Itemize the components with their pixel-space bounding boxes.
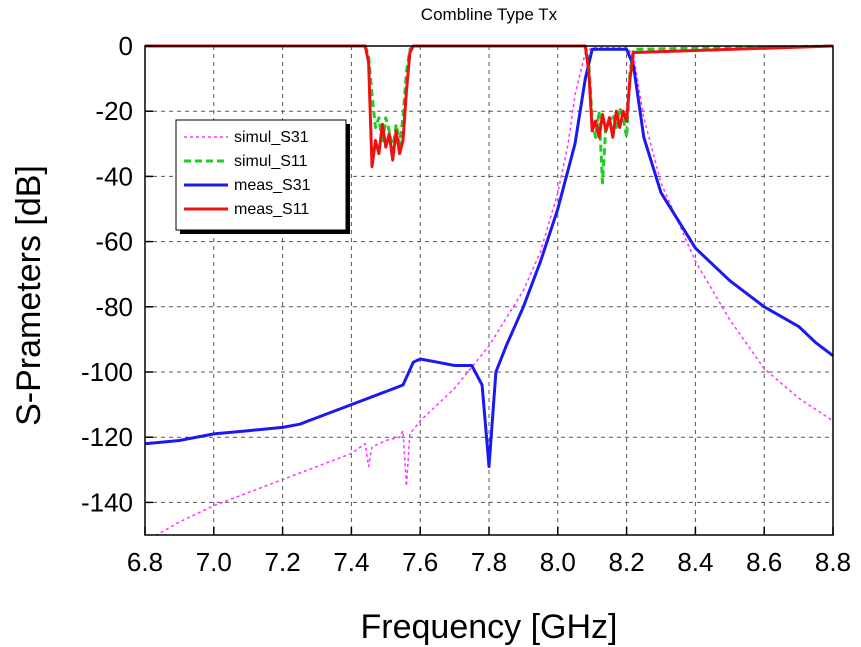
x-tick-label: 8.8 <box>815 547 851 577</box>
x-tick-label: 8.6 <box>746 547 782 577</box>
chart-title: Combline Type Tx <box>421 5 558 24</box>
y-tick-label: -100 <box>81 357 133 387</box>
legend-label: meas_S11 <box>234 201 309 218</box>
x-axis-title: Frequency [GHz] <box>361 608 618 646</box>
y-axis-title: S-Prameters [dB] <box>10 165 48 426</box>
x-tick-label: 7.8 <box>471 547 507 577</box>
series-line-simul-s31 <box>154 46 833 535</box>
y-tick-labels: 0 -20 -40 -60 -80 -100 -120 -140 <box>81 31 153 517</box>
x-tick-label: 6.8 <box>127 547 163 577</box>
x-tick-label: 7.0 <box>196 547 232 577</box>
x-tick-label: 7.4 <box>333 547 369 577</box>
x-tick-labels: 6.8 7.0 7.2 7.4 7.6 7.8 8.0 8.2 8.4 8.6 8.8 <box>127 527 851 577</box>
legend: simul_S31 simul_S11 meas_S31 meas_S11 <box>175 119 350 234</box>
legend-label: simul_S31 <box>234 129 309 146</box>
x-tick-label: 8.2 <box>609 547 645 577</box>
y-tick-label: -120 <box>81 422 133 452</box>
y-tick-label: -20 <box>95 96 133 126</box>
y-tick-label: -40 <box>95 161 133 191</box>
series-line-meas-s31 <box>145 47 833 468</box>
x-tick-label: 8.0 <box>540 547 576 577</box>
x-tick-label: 8.4 <box>677 547 713 577</box>
legend-label: simul_S11 <box>234 153 308 170</box>
y-tick-label: -60 <box>95 227 133 257</box>
legend-label: meas_S31 <box>234 177 311 194</box>
y-tick-label: -140 <box>81 487 133 517</box>
y-tick-label: -80 <box>95 292 133 322</box>
y-tick-label: 0 <box>119 31 133 61</box>
x-tick-label: 7.2 <box>265 547 301 577</box>
x-tick-label: 7.6 <box>402 547 438 577</box>
